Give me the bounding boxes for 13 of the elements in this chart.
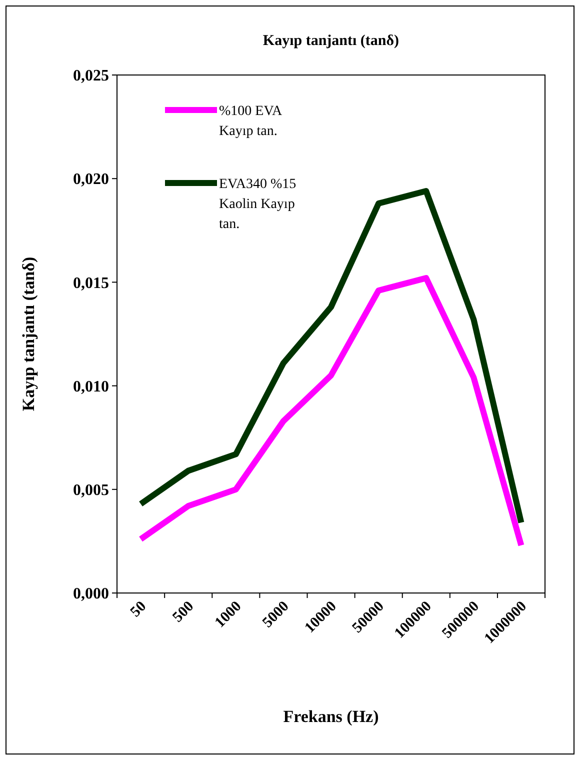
y-tick-label: 0,015: [73, 274, 109, 292]
y-axis-title: Kayıp tanjantı (tanδ): [19, 256, 38, 412]
y-tick-label: 0,025: [73, 68, 109, 85]
x-tick-label: 50: [128, 598, 150, 620]
legend-label: EVA340 %15 Kaolin Kayıp tan.: [219, 177, 296, 232]
x-tick-label: 500: [170, 598, 198, 626]
y-tick-label: 0,020: [73, 171, 109, 188]
legend-label: %100 EVA Kayıp tan.: [219, 104, 284, 139]
y-tick-label: 0,010: [73, 378, 109, 396]
x-axis-title: Frekans (Hz): [283, 707, 379, 726]
y-tick-label: 0,005: [73, 482, 109, 499]
chart-title: Kayıp tanjantı (tanδ): [262, 33, 400, 49]
y-tick-label: 0,000: [73, 586, 109, 603]
